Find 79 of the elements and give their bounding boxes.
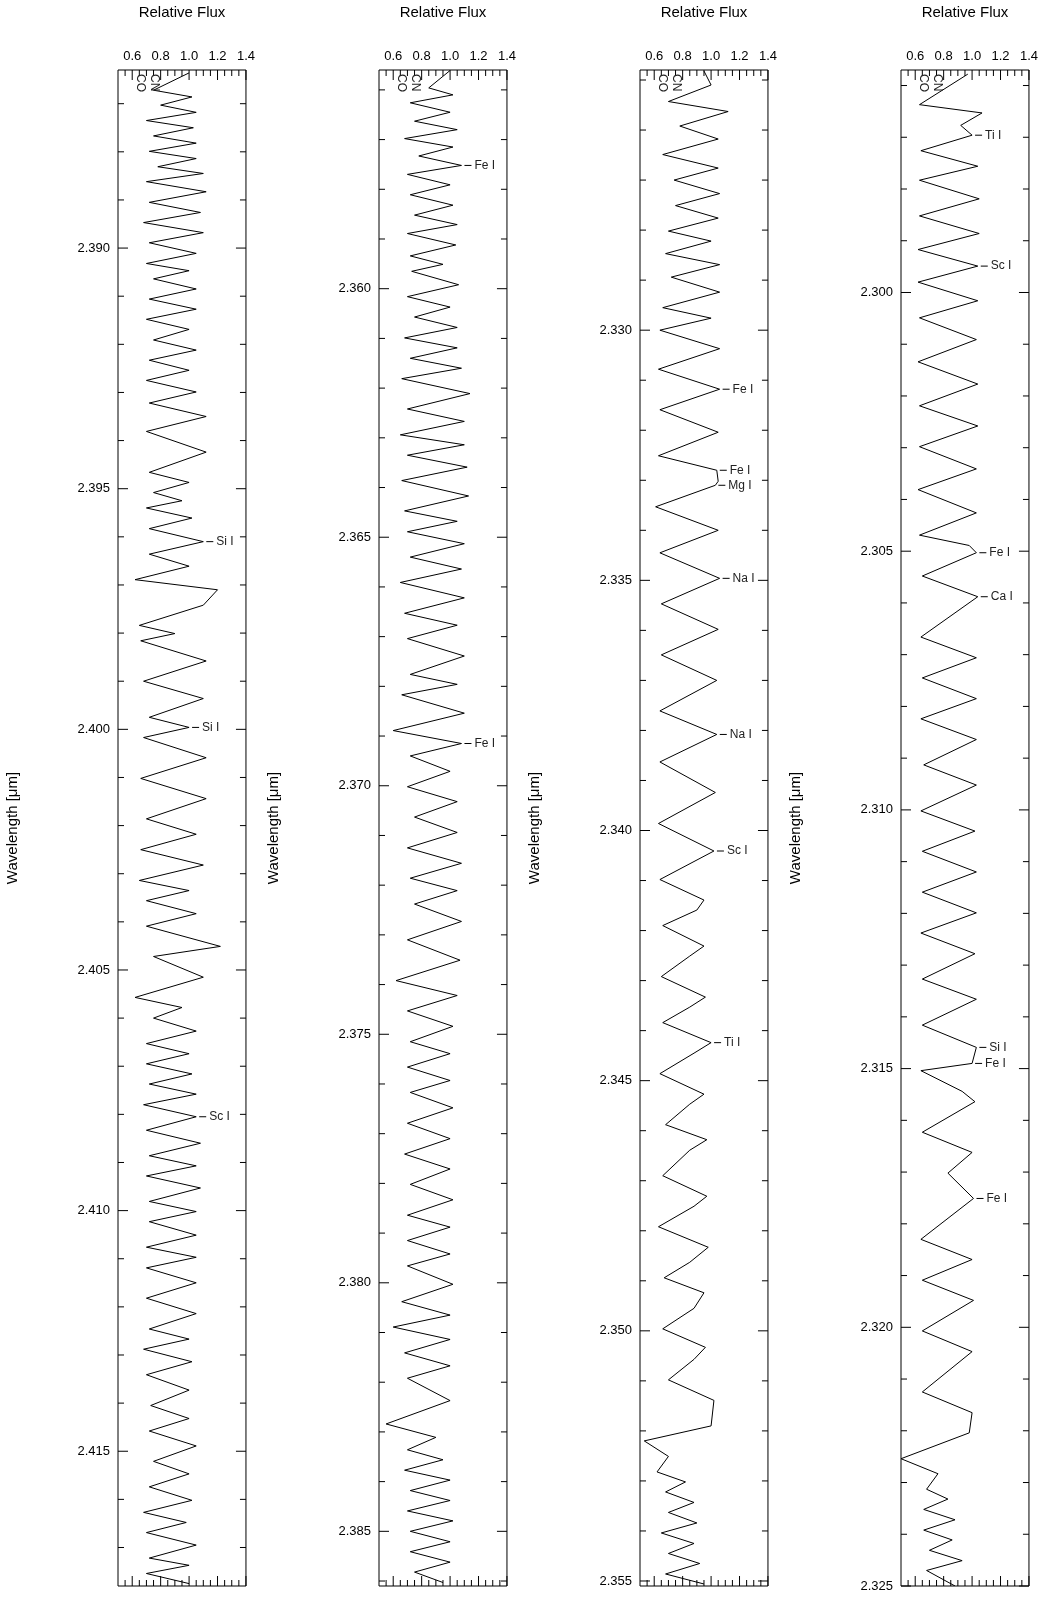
annotation: Fe I	[732, 381, 754, 396]
annotation: CO	[916, 74, 931, 92]
annotation: Fe I	[989, 545, 1011, 560]
annotation: Fe I	[474, 735, 496, 750]
y-tick-label: 2.395	[77, 480, 110, 496]
x-tick-label: 1.0	[180, 47, 199, 63]
y-axis-title: Wavelength [μm]	[3, 771, 21, 885]
x-tick-label: 0.8	[934, 47, 953, 63]
x-tick-label: 0.6	[645, 47, 664, 63]
annotation: Sc I	[990, 258, 1012, 273]
annotation: Si I	[202, 719, 220, 734]
y-tick-label: 2.410	[77, 1202, 110, 1218]
y-tick-label: 2.355	[599, 1572, 632, 1588]
x-tick-label: 1.4	[1019, 47, 1038, 63]
y-tick-label: 2.310	[860, 801, 893, 817]
y-axis-title: Wavelength [μm]	[264, 771, 282, 885]
y-tick-label: 2.385	[338, 1522, 371, 1538]
y-tick-label: 2.305	[860, 542, 893, 558]
x-tick-label: 1.0	[702, 47, 721, 63]
x-axis-title: Relative Flux	[138, 3, 226, 21]
x-tick-label: 1.2	[730, 47, 749, 63]
annotation: CN	[408, 74, 423, 92]
annotation: CN	[930, 74, 945, 92]
annotation: Mg I	[728, 477, 752, 492]
x-tick-label: 0.6	[384, 47, 403, 63]
x-tick-label: 0.6	[906, 47, 925, 63]
y-tick-label: 2.300	[860, 284, 893, 300]
y-tick-label: 2.350	[599, 1322, 632, 1338]
y-tick-label: 2.365	[338, 528, 371, 544]
x-tick-label: 1.0	[963, 47, 982, 63]
x-tick-label: 1.2	[991, 47, 1010, 63]
y-tick-label: 2.315	[860, 1060, 893, 1076]
y-tick-label: 2.335	[599, 571, 632, 587]
annotation: Na I	[729, 726, 752, 741]
annotation: CN	[147, 74, 162, 92]
x-tick-label: 1.2	[208, 47, 227, 63]
x-tick-label: 0.8	[151, 47, 170, 63]
y-tick-label: 2.400	[77, 720, 110, 736]
annotation: CO	[394, 74, 409, 92]
x-tick-label: 0.6	[123, 47, 142, 63]
annotation: CO	[655, 74, 670, 92]
y-tick-label: 2.360	[338, 280, 371, 296]
annotation: Si I	[989, 1039, 1007, 1054]
annotation: Ti I	[724, 1034, 741, 1049]
annotation: Na I	[732, 570, 755, 585]
x-axis-title: Relative Flux	[921, 3, 1009, 21]
y-tick-label: 2.405	[77, 961, 110, 977]
x-tick-label: 1.4	[497, 47, 516, 63]
annotation: Si I	[216, 533, 234, 548]
y-tick-label: 2.375	[338, 1025, 371, 1041]
y-tick-label: 2.345	[599, 1072, 632, 1088]
y-axis-title: Wavelength [μm]	[786, 771, 804, 885]
y-tick-label: 2.320	[860, 1318, 893, 1334]
y-axis-title: Wavelength [μm]	[525, 771, 543, 885]
annotation: Fe I	[729, 462, 751, 477]
x-tick-label: 0.8	[412, 47, 431, 63]
y-tick-label: 2.415	[77, 1442, 110, 1458]
annotation: Sc I	[726, 843, 748, 858]
y-tick-label: 2.340	[599, 822, 632, 838]
annotation: Fe I	[985, 1055, 1006, 1070]
annotation: CN	[669, 74, 684, 92]
x-axis-title: Relative Flux	[660, 3, 748, 21]
annotation: Fe I	[474, 157, 496, 172]
x-tick-label: 1.2	[469, 47, 488, 63]
y-tick-label: 2.370	[338, 777, 371, 793]
annotation: Sc I	[209, 1109, 230, 1124]
annotation: Fe I	[986, 1190, 1008, 1205]
y-tick-label: 2.390	[77, 239, 110, 255]
y-tick-label: 2.330	[599, 321, 632, 337]
y-tick-label: 2.325	[860, 1577, 893, 1593]
annotation: Ca I	[990, 589, 1013, 604]
y-tick-label: 2.380	[338, 1274, 371, 1290]
x-axis-title: Relative Flux	[399, 3, 487, 21]
x-tick-label: 0.8	[673, 47, 692, 63]
x-tick-label: 1.4	[236, 47, 255, 63]
x-tick-label: 1.0	[441, 47, 460, 63]
annotation: Ti I	[985, 127, 1002, 142]
annotation: CO	[133, 74, 148, 92]
x-tick-label: 1.4	[758, 47, 777, 63]
